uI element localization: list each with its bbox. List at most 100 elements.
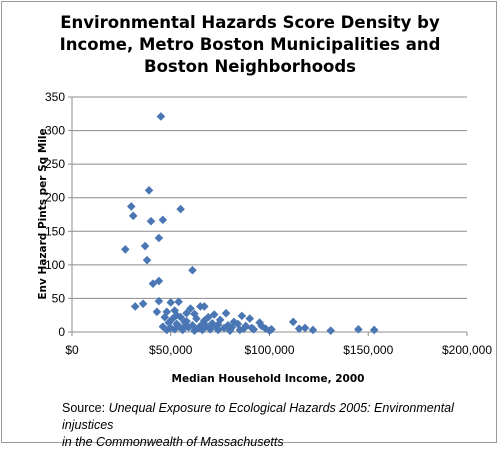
data-point (215, 315, 225, 325)
data-point (300, 323, 310, 333)
data-point (294, 324, 304, 333)
data-point (176, 204, 185, 214)
y-tick-labels: 0 50 100 150 200 250 300 350 (45, 90, 65, 339)
y-axis-title: Env Hazard Pints per Sq Mile (37, 128, 49, 299)
data-point (235, 325, 245, 335)
data-point (148, 279, 158, 288)
data-point (326, 326, 336, 335)
data-point (154, 296, 164, 306)
data-point (223, 320, 233, 330)
data-point (308, 325, 318, 335)
data-point (180, 322, 189, 331)
data-points (121, 112, 379, 335)
data-point (205, 325, 215, 334)
data-point (288, 317, 298, 327)
x-axis-title: Median Household Income, 2000 (172, 373, 365, 385)
data-point (130, 302, 140, 311)
y-tick-label: 300 (45, 124, 65, 138)
data-point (162, 325, 172, 335)
data-point (168, 314, 178, 323)
data-point (142, 255, 152, 265)
data-point (198, 325, 207, 335)
data-point (261, 324, 270, 333)
y-tick-label: 150 (45, 224, 65, 238)
data-point (128, 211, 138, 221)
data-point (146, 216, 156, 226)
data-point (121, 245, 130, 254)
data-point (200, 302, 209, 311)
data-point (154, 276, 164, 286)
gridlines (72, 96, 467, 299)
data-point (154, 233, 164, 243)
chart-title-line-1: Environmental Hazards Score Density by (60, 13, 440, 32)
data-point (229, 317, 239, 327)
data-point (213, 325, 223, 335)
y-tick-label: 0 (58, 325, 65, 339)
source-prefix: Source: (62, 401, 109, 415)
data-point (219, 323, 229, 333)
data-point (174, 297, 183, 307)
x-tick-label: $50,000 (149, 343, 193, 357)
data-point (190, 326, 199, 335)
data-point (241, 321, 251, 331)
chart-title: Environmental Hazards Score Density by I… (0, 12, 500, 78)
y-tick-label: 250 (45, 157, 65, 171)
chart-title-line-2: Income, Metro Boston Municipalities and (59, 35, 441, 54)
data-point (221, 308, 231, 318)
data-point (369, 325, 379, 335)
data-point (160, 312, 170, 322)
source-title-line-1: Unequal Exposure to Ecological Hazards 2… (62, 401, 454, 432)
y-tick-label: 200 (45, 191, 65, 205)
data-point (188, 320, 197, 330)
x-tick-label: $100,000 (244, 343, 294, 357)
data-point (176, 312, 185, 322)
data-point (354, 325, 363, 334)
y-tick-label: 350 (45, 90, 65, 104)
axes (68, 96, 468, 336)
y-tick-label: 100 (45, 258, 65, 272)
data-point (190, 309, 199, 319)
data-point (170, 306, 179, 315)
data-point (265, 326, 274, 335)
data-point (200, 316, 209, 325)
data-point (156, 112, 166, 121)
data-point (227, 323, 237, 332)
data-point (152, 307, 162, 317)
data-point (188, 265, 197, 275)
data-point (172, 310, 181, 320)
data-point (202, 321, 211, 331)
chart-title-line-3: Boston Neighborhoods (144, 57, 356, 76)
data-point (186, 304, 195, 313)
data-point (245, 314, 255, 323)
data-point (166, 298, 176, 307)
data-point (225, 326, 235, 335)
data-point (213, 320, 223, 329)
chart-frame (1, 1, 497, 443)
data-point (178, 325, 187, 335)
data-point (140, 241, 150, 251)
data-point (239, 324, 249, 333)
data-point (233, 319, 243, 329)
x-tick-label: $0 (65, 343, 79, 357)
data-point (144, 186, 154, 195)
x-tick-labels: $0 $50,000 $100,000 $150,000 $200,000 (65, 343, 492, 357)
data-point (209, 310, 219, 319)
source-note: Source: Unequal Exposure to Ecological H… (62, 400, 492, 451)
data-point (170, 325, 179, 334)
y-tick-label: 50 (52, 291, 66, 305)
x-tick-label: $200,000 (442, 343, 492, 357)
data-point (182, 316, 191, 326)
data-point (162, 307, 172, 317)
data-point (237, 311, 247, 321)
data-point (126, 202, 136, 211)
data-point (158, 215, 168, 225)
data-point (192, 314, 201, 323)
x-tick-label: $150,000 (343, 343, 393, 357)
data-point (182, 308, 191, 318)
data-point (138, 299, 148, 309)
source-title-line-2: in the Commonwealth of Massachusetts (62, 435, 284, 449)
data-point (207, 318, 217, 328)
data-point (164, 318, 174, 327)
data-point (249, 325, 258, 334)
